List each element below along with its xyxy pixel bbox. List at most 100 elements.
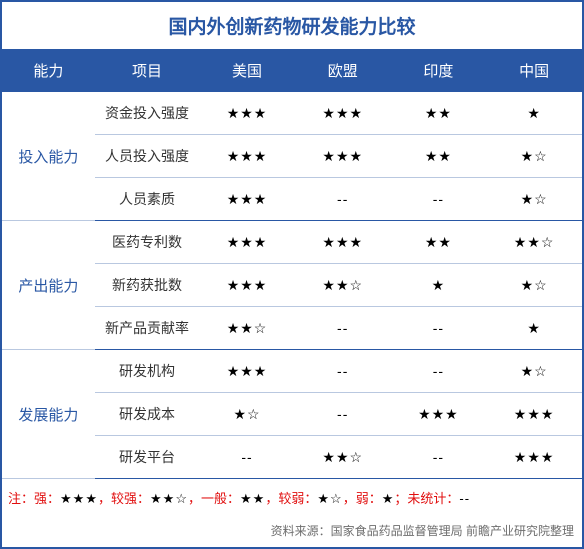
rating-value: -- [433,363,444,379]
row-label: 医药专利数 [95,221,199,264]
rating-cell: ★★★ [391,393,487,436]
legend-value: ★☆ [317,491,342,506]
rating-cell: ★☆ [486,178,582,221]
rating-value: ★ [527,105,541,121]
rating-cell: ★★☆ [295,264,391,307]
rating-cell: -- [391,436,487,479]
legend-key: 弱： [356,491,382,506]
legend-key: 未统计： [407,491,459,506]
rating-cell: -- [295,178,391,221]
row-label: 人员投入强度 [95,135,199,178]
rating-value: ★★★ [322,234,363,250]
rating-value: ★★★ [514,406,555,422]
rating-cell: ★☆ [486,264,582,307]
rating-cell: ★★ [391,221,487,264]
row-label: 人员素质 [95,178,199,221]
legend-separator: ， [343,491,356,506]
group-header: 产出能力 [2,221,95,350]
legend-separator: ； [394,491,407,506]
rating-cell: ★ [486,307,582,350]
legend-key: 一般： [201,491,240,506]
table-row: 投入能力资金投入强度★★★★★★★★★ [2,92,582,135]
legend-value: ★★☆ [150,491,188,506]
rating-value: ★☆ [521,363,548,379]
rating-cell: ★★★ [199,350,295,393]
col-china: 中国 [486,49,582,92]
rating-value: ★★☆ [227,320,268,336]
rating-value: -- [337,363,348,379]
rating-cell: ★☆ [486,135,582,178]
col-item: 项目 [95,49,199,92]
legend-value: ★ [382,491,395,506]
rating-cell: ★★★ [199,221,295,264]
rating-value: ★★☆ [322,277,363,293]
legend-key: 较强： [111,491,150,506]
row-label: 研发机构 [95,350,199,393]
table-body: 投入能力资金投入强度★★★★★★★★★人员投入强度★★★★★★★★★☆人员素质★… [2,92,582,479]
rating-value: ★★★ [227,148,268,164]
rating-cell: ★☆ [199,393,295,436]
rating-cell: -- [199,436,295,479]
legend-separator: ， [265,491,278,506]
rating-value: ★☆ [521,277,548,293]
rating-value: -- [337,320,348,336]
legend-prefix: 注： [8,491,34,506]
rating-value: -- [433,191,444,207]
legend-key: 强： [34,491,60,506]
row-label: 资金投入强度 [95,92,199,135]
rating-cell: -- [391,350,487,393]
rating-value: ★ [432,277,446,293]
rating-value: ★★★ [227,363,268,379]
col-ability: 能力 [2,49,95,92]
rating-value: ★★★ [418,406,459,422]
rating-value: ★★★ [322,148,363,164]
rating-value: ★★ [425,105,452,121]
rating-cell: -- [295,350,391,393]
rating-value: -- [433,449,444,465]
col-india: 印度 [391,49,487,92]
rating-cell: ★★★ [486,436,582,479]
rating-value: -- [337,406,348,422]
rating-cell: -- [391,178,487,221]
rating-cell: -- [295,307,391,350]
rating-value: ★☆ [233,406,260,422]
rating-value: ★★★ [227,277,268,293]
rating-value: -- [433,320,444,336]
legend-key: 较弱： [278,491,317,506]
rating-cell: ★★★ [295,221,391,264]
group-header: 发展能力 [2,350,95,479]
col-eu: 欧盟 [295,49,391,92]
group-header: 投入能力 [2,92,95,221]
rating-cell: ★☆ [486,350,582,393]
legend-separator: ， [98,491,111,506]
rating-cell: ★★★ [295,135,391,178]
rating-cell: ★★☆ [486,221,582,264]
table-header-row: 能力 项目 美国 欧盟 印度 中国 [2,49,582,92]
rating-value: ★★★ [227,234,268,250]
rating-value: ★★★ [514,449,555,465]
rating-value: ★★★ [227,191,268,207]
col-usa: 美国 [199,49,295,92]
rating-value: ★ [527,320,541,336]
legend-value: ★★ [240,491,265,506]
rating-cell: ★★ [391,92,487,135]
rating-cell: -- [295,393,391,436]
page-title: 国内外创新药物研发能力比较 [2,2,582,49]
rating-value: ★★★ [322,105,363,121]
data-source: 资料来源：国家食品药品监督管理局 前瞻产业研究院整理 [2,516,582,547]
rating-cell: ★★☆ [295,436,391,479]
table-row: 产出能力医药专利数★★★★★★★★★★☆ [2,221,582,264]
legend-note: 注：强：★★★，较强：★★☆，一般：★★，较弱：★☆，弱：★；未统计：-- [2,479,582,516]
rating-cell: ★★★ [199,178,295,221]
row-label: 新药获批数 [95,264,199,307]
legend-value: ★★★ [60,491,98,506]
rating-cell: ★ [391,264,487,307]
rating-cell: ★★★ [295,92,391,135]
rating-cell: ★★★ [199,135,295,178]
comparison-container: 国内外创新药物研发能力比较 能力 项目 美国 欧盟 印度 中国 投入能力资金投入… [0,0,584,549]
rating-cell: ★★☆ [199,307,295,350]
rating-cell: ★ [486,92,582,135]
rating-cell: -- [391,307,487,350]
rating-cell: ★★★ [199,264,295,307]
rating-cell: ★★★ [199,92,295,135]
